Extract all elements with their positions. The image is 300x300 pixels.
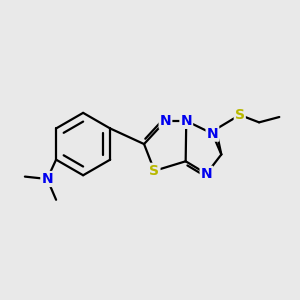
Text: N: N — [207, 127, 218, 141]
Text: S: S — [149, 164, 160, 178]
Text: N: N — [180, 114, 192, 128]
Text: N: N — [160, 114, 171, 128]
Text: N: N — [201, 167, 212, 181]
Text: N: N — [41, 172, 53, 186]
Text: S: S — [235, 108, 245, 122]
